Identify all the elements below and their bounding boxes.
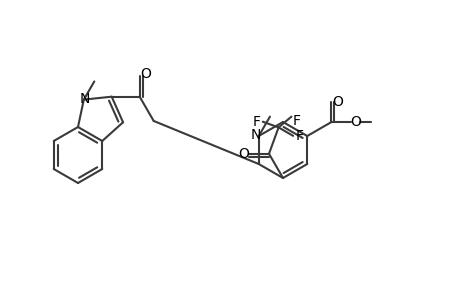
Text: O: O bbox=[237, 147, 248, 161]
Text: O: O bbox=[331, 95, 342, 110]
Text: F: F bbox=[292, 114, 300, 128]
Text: N: N bbox=[79, 92, 90, 106]
Text: F: F bbox=[295, 129, 302, 143]
Text: O: O bbox=[350, 115, 361, 129]
Text: N: N bbox=[250, 128, 260, 142]
Text: F: F bbox=[252, 115, 260, 129]
Text: O: O bbox=[140, 67, 151, 81]
